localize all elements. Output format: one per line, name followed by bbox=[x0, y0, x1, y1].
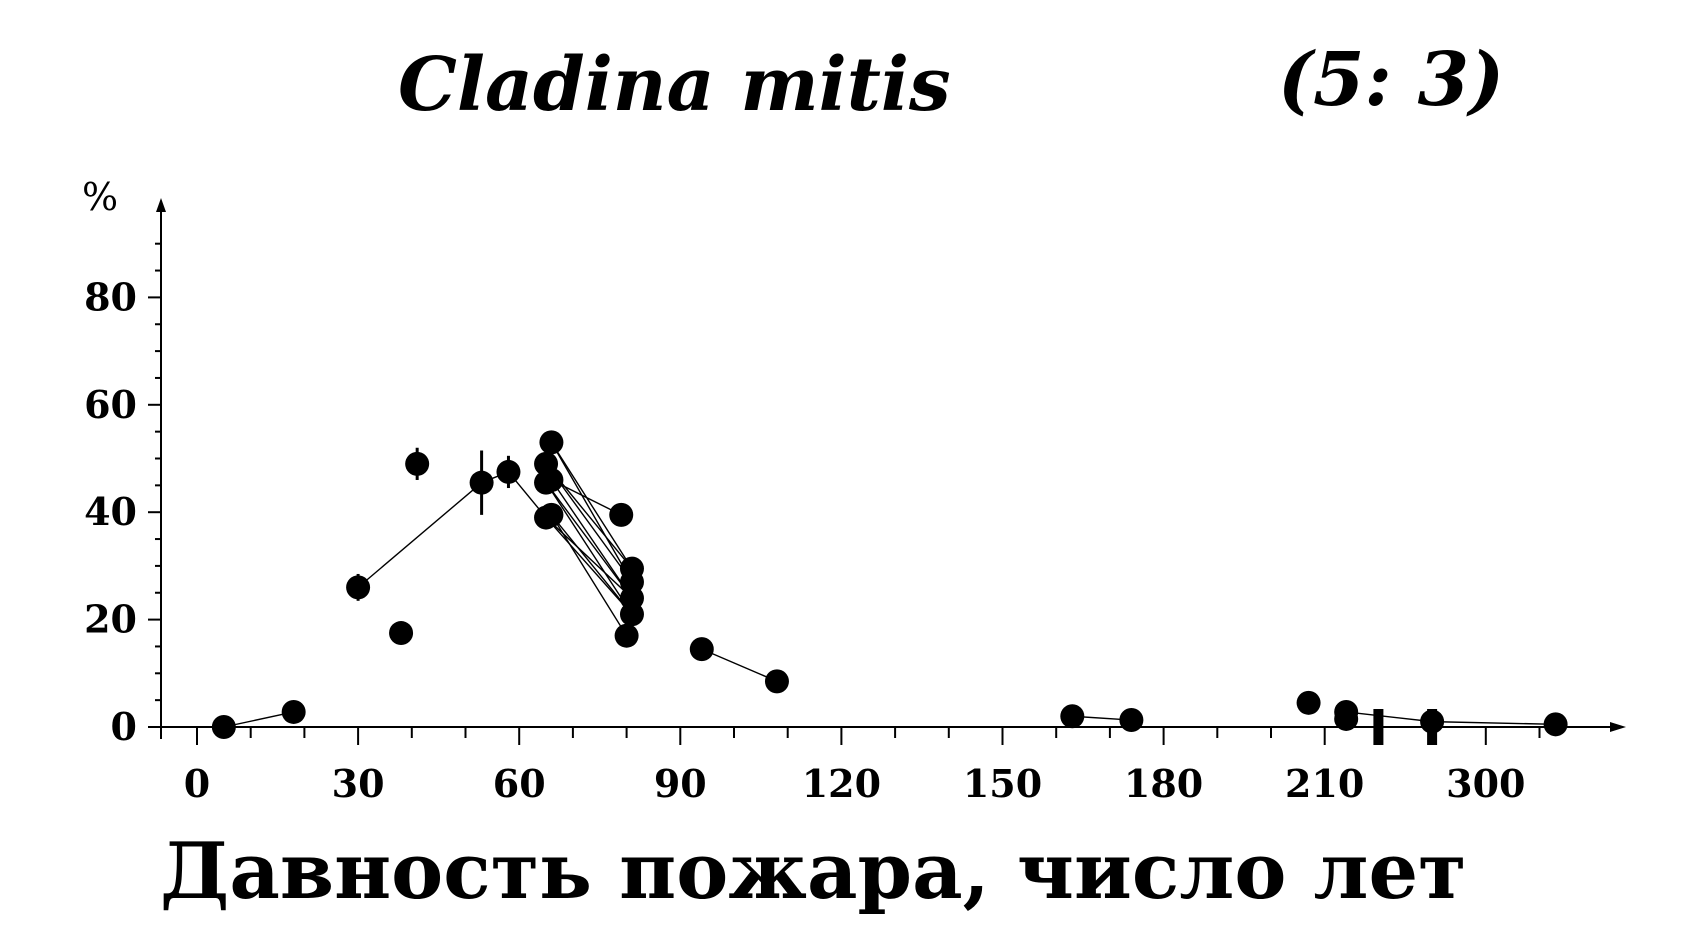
chart-subtitle: (5: 3) bbox=[1278, 37, 1504, 123]
y-tick-label: 20 bbox=[84, 597, 137, 642]
y-tick-label: 0 bbox=[111, 704, 137, 749]
connector-line bbox=[1346, 711, 1433, 723]
data-point bbox=[211, 715, 236, 739]
data-point bbox=[539, 430, 564, 455]
data-point bbox=[389, 621, 414, 646]
connector-line bbox=[550, 514, 633, 615]
data-point bbox=[1296, 690, 1321, 715]
data-point bbox=[496, 459, 521, 484]
data-point bbox=[469, 470, 494, 495]
data-point bbox=[539, 502, 564, 527]
data-point bbox=[1060, 704, 1085, 729]
data-point bbox=[281, 699, 306, 724]
connector-line bbox=[550, 442, 633, 583]
axes bbox=[156, 198, 1626, 739]
x-tick-label: 60 bbox=[493, 761, 546, 806]
data-points bbox=[211, 430, 1568, 739]
data-point bbox=[614, 623, 639, 648]
x-tick-label: 90 bbox=[654, 761, 707, 806]
data-point bbox=[1334, 706, 1359, 731]
data-point bbox=[1119, 708, 1144, 733]
connector-line bbox=[357, 482, 483, 588]
axis-break-marker bbox=[1427, 709, 1438, 745]
x-ticks: 0 30 60 90 120 150 180 210 300 bbox=[184, 727, 1541, 806]
x-axis-label: Давность пожара, число лет bbox=[160, 826, 1467, 917]
x-tick-label: 0 bbox=[184, 761, 210, 806]
y-tick-label: 40 bbox=[84, 489, 137, 534]
data-point bbox=[764, 669, 789, 694]
connector-line bbox=[701, 648, 778, 682]
data-point bbox=[619, 602, 644, 627]
x-tick-label: 180 bbox=[1124, 761, 1203, 806]
data-point bbox=[346, 575, 371, 600]
x-tick-label: 150 bbox=[963, 761, 1042, 806]
x-tick-label: 30 bbox=[332, 761, 385, 806]
connector-line bbox=[550, 514, 628, 637]
connector-line bbox=[551, 479, 622, 516]
axis-break-markers bbox=[1373, 709, 1438, 745]
connector-line bbox=[550, 479, 633, 599]
connector-line bbox=[545, 482, 633, 599]
y-axis-arrow bbox=[156, 198, 166, 212]
data-point bbox=[539, 467, 564, 492]
connector-line bbox=[545, 482, 633, 615]
x-tick-label: 210 bbox=[1285, 761, 1364, 806]
axis-break-marker bbox=[1373, 709, 1384, 745]
data-point bbox=[405, 451, 430, 476]
y-ticks: 0 20 40 60 80 bbox=[84, 242, 161, 749]
chart-title: Cladina mitis bbox=[398, 42, 951, 128]
data-point bbox=[1543, 712, 1568, 737]
connector-line bbox=[545, 517, 633, 599]
connector-line bbox=[550, 442, 633, 569]
connector-line bbox=[545, 517, 633, 615]
data-point bbox=[609, 502, 634, 527]
y-tick-label: 60 bbox=[84, 382, 137, 427]
data-point bbox=[689, 637, 714, 662]
x-tick-label: 120 bbox=[802, 761, 881, 806]
connector-line bbox=[1432, 720, 1556, 726]
x-axis-arrow bbox=[1610, 722, 1626, 732]
y-axis-unit-label: % bbox=[82, 175, 118, 219]
y-tick-label: 80 bbox=[84, 274, 137, 319]
connector-lines bbox=[223, 442, 1556, 728]
x-tick-label: 300 bbox=[1446, 761, 1525, 806]
